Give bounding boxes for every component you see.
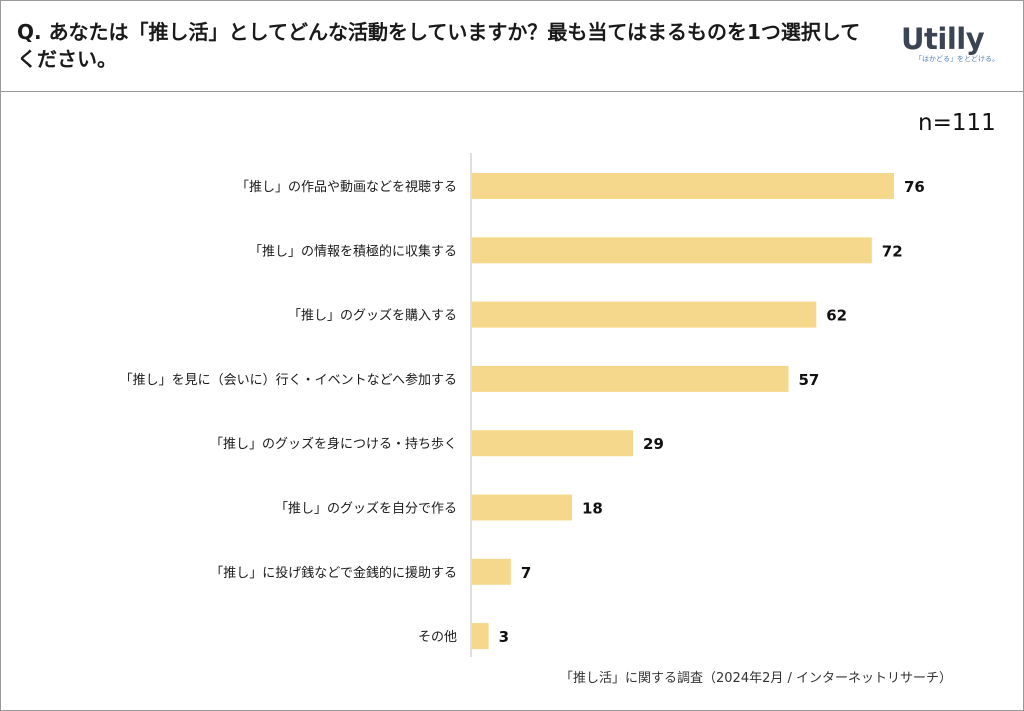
value-label: 62 — [826, 307, 847, 325]
source-note: 「推し活」に関する調査（2024年2月 / インターネットリサーチ） — [560, 671, 952, 686]
brand-name: Utilly — [901, 22, 985, 56]
category-label: 「推し」のグッズを自分で作る — [275, 501, 457, 517]
header: Q. あなたは「推し活」としてどんな活動をしていますか？最も当てはまるものを1つ… — [1, 1, 1023, 92]
category-label: 「推し」のグッズを購入する — [288, 308, 457, 324]
bar — [472, 623, 489, 650]
question-title: Q. あなたは「推し活」としてどんな活動をしていますか？最も当てはまるものを1つ… — [17, 20, 861, 71]
category-label: その他 — [418, 630, 457, 645]
value-label: 7 — [521, 564, 531, 582]
bar — [472, 558, 511, 585]
category-label: 「推し」を見に（会いに）行く・イベントなどへ参加する — [120, 372, 457, 388]
brand-logo: Utilly 「はかどる」をとどける。 — [901, 23, 1011, 64]
bar — [472, 494, 572, 521]
value-label: 57 — [799, 371, 820, 389]
value-label: 76 — [904, 178, 925, 196]
category-label: 「推し」の情報を積極的に収集する — [249, 243, 457, 259]
bar — [472, 430, 634, 457]
sample-size-label: n=111 — [918, 110, 996, 136]
category-label: 「推し」の作品や動画などを視聴する — [236, 180, 457, 195]
brand-tagline: 「はかどる」をとどける。 — [915, 55, 999, 63]
category-label: 「推し」に投げ銭などで金銭的に援助する — [210, 565, 457, 581]
value-label: 18 — [582, 500, 603, 518]
bar — [472, 173, 894, 199]
bar — [472, 301, 817, 328]
value-label: 3 — [499, 628, 509, 646]
bar — [472, 365, 789, 392]
bar — [472, 237, 872, 264]
category-label: 「推し」のグッズを身につける・持ち歩く — [210, 436, 457, 452]
value-label: 72 — [882, 242, 903, 260]
value-label: 29 — [643, 435, 664, 453]
